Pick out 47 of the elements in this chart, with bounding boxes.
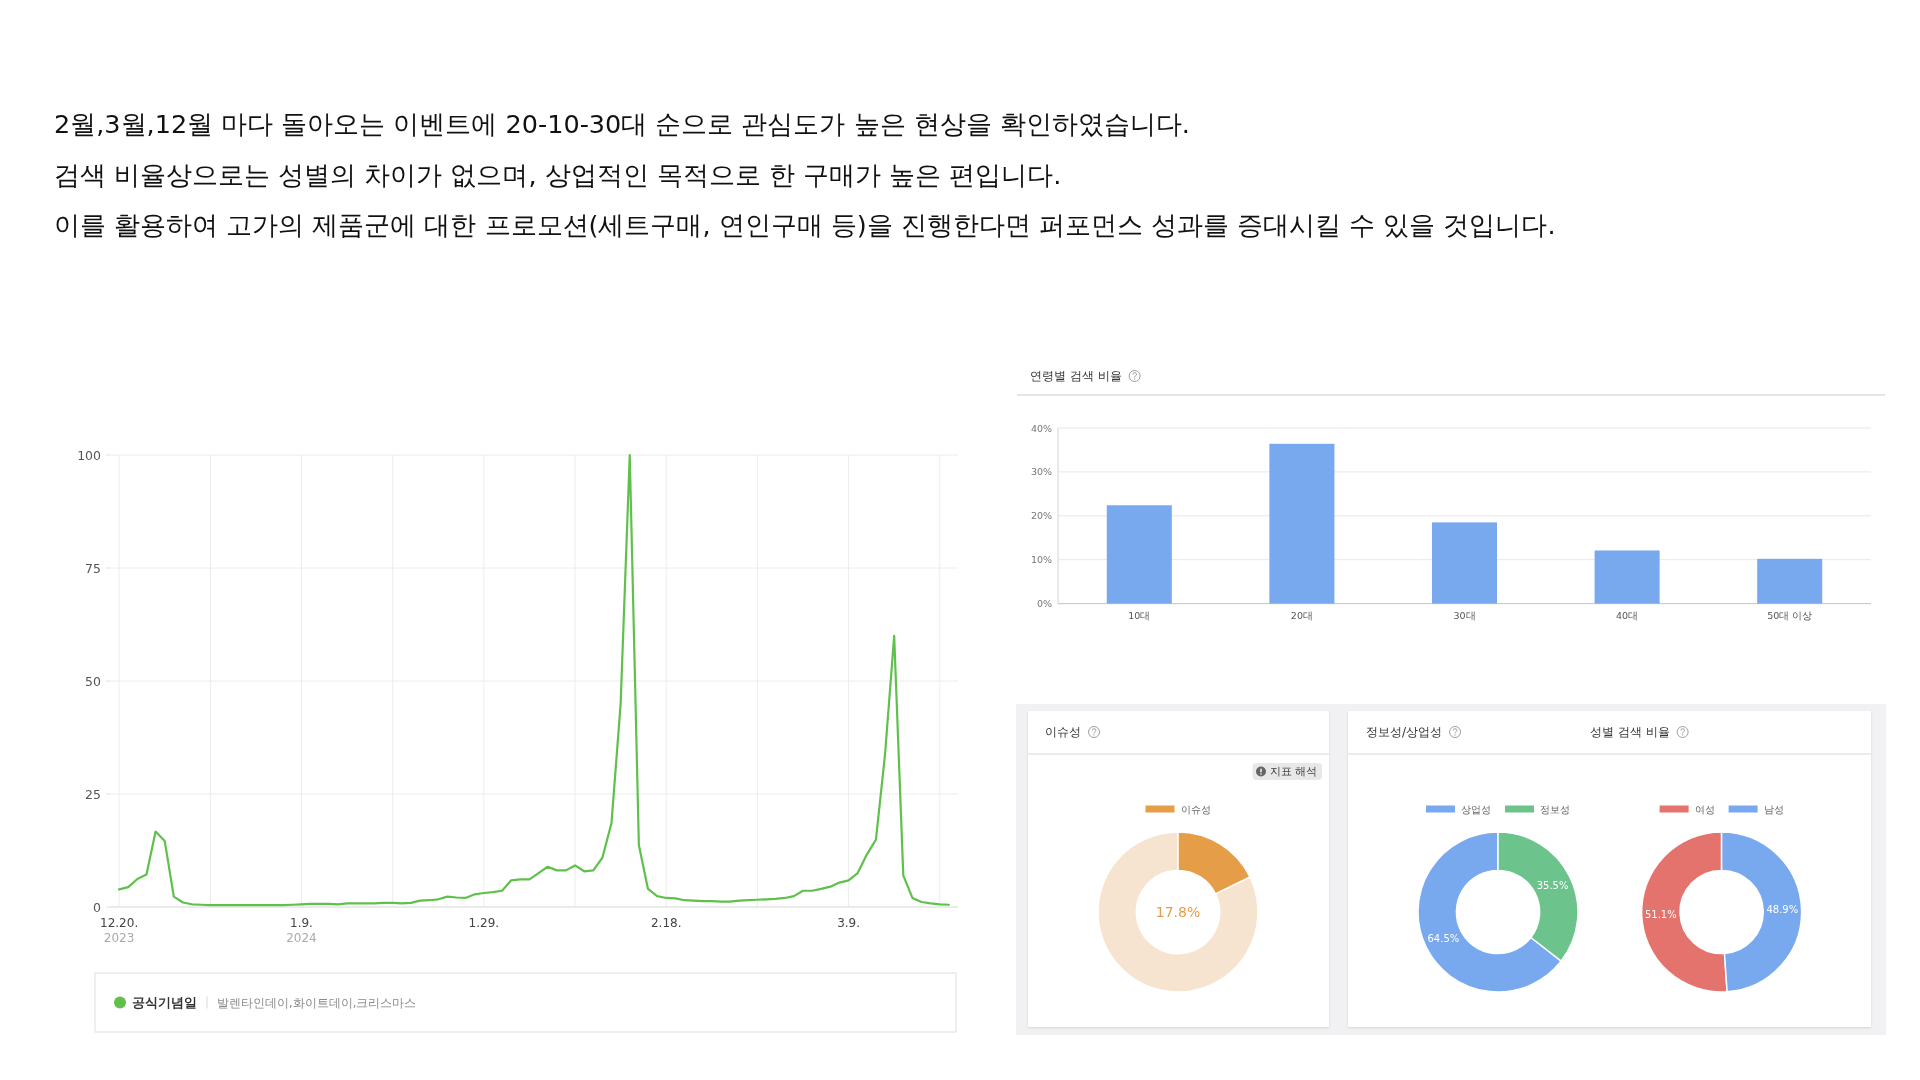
x-tick-label: 1.9. 2024: [286, 916, 317, 945]
bar: [1106, 505, 1172, 604]
text: 검색 비율상으로는 성별의 차이가 없으며, 상업적인 목적으로 한 구매가 높은 편입니다.: [54, 159, 1062, 190]
x-tick-label: 30대: [1453, 610, 1476, 622]
text: 2월,3월,12월 마다 돌아오는 이벤트에 20-10-30대 순으로 관심도가 높은 현상을 확인하였습니다.: [54, 109, 1190, 139]
legend-label: 공식기념일: [132, 995, 197, 1010]
legend-label: 남성: [1763, 803, 1784, 815]
y-tick-label: 10%: [1030, 554, 1052, 566]
chart-title: 성별 검색 비율: [1590, 725, 1670, 739]
chart-title: 정보성/상업성: [1366, 725, 1443, 739]
data-label: 48.9%: [1766, 904, 1799, 916]
legend-label: 상업성: [1461, 803, 1491, 815]
x-tick-label: 20대: [1290, 610, 1313, 622]
y-tick-label: 0: [93, 899, 102, 915]
x-tick-label: 10대: [1128, 610, 1151, 622]
data-label: 35.5%: [1536, 879, 1569, 891]
data-label: 64.5%: [1427, 933, 1460, 945]
y-tick-label: 25: [85, 786, 101, 802]
y-tick-label: 100: [77, 447, 102, 463]
chart-title: 이슈성: [1045, 725, 1081, 739]
x-tick-label: 2.18.: [650, 916, 682, 930]
x-tick-label: 1.29.: [468, 916, 500, 930]
x-tick-label: 12.20. 2023: [100, 916, 139, 945]
y-tick-label: 40%: [1030, 422, 1052, 434]
bar: [1594, 550, 1660, 604]
x-tick-label: 3.9.: [837, 916, 861, 930]
legend-label: 이슈성: [1180, 803, 1211, 815]
x-tick-label: 50대 이상: [1767, 610, 1813, 622]
bar: [1431, 522, 1498, 604]
x-tick-label: 40대: [1616, 610, 1639, 622]
y-tick-label: 30%: [1030, 466, 1052, 478]
legend-label: 정보성: [1540, 803, 1570, 815]
text: 이를 활용하여 고가의 제품군에 대한 프로모션(세트구매, 연인구매 등)을 진행한다면 퍼포먼스 성과를 증대시킬 수 있을 것입니다.: [54, 210, 1556, 240]
line-series: [118, 453, 950, 907]
y-tick-label: 75: [85, 560, 101, 576]
y-tick-label: 50: [85, 673, 102, 689]
y-tick-label: 20%: [1030, 510, 1052, 522]
text: 발렌타인데이,화이트데이,크리스마스: [217, 995, 417, 1010]
text: 지표 해석: [1269, 765, 1317, 778]
donut-slice: [1097, 831, 1259, 993]
data-label: 51.1%: [1644, 908, 1677, 920]
bar: [1757, 558, 1823, 604]
y-tick-label: 0%: [1036, 598, 1052, 610]
chart-title: 연령별 검색 비율: [1030, 369, 1122, 383]
data-label: 17.8%: [1155, 904, 1201, 920]
bar: [1269, 443, 1335, 604]
legend-label: 여성: [1694, 803, 1715, 815]
